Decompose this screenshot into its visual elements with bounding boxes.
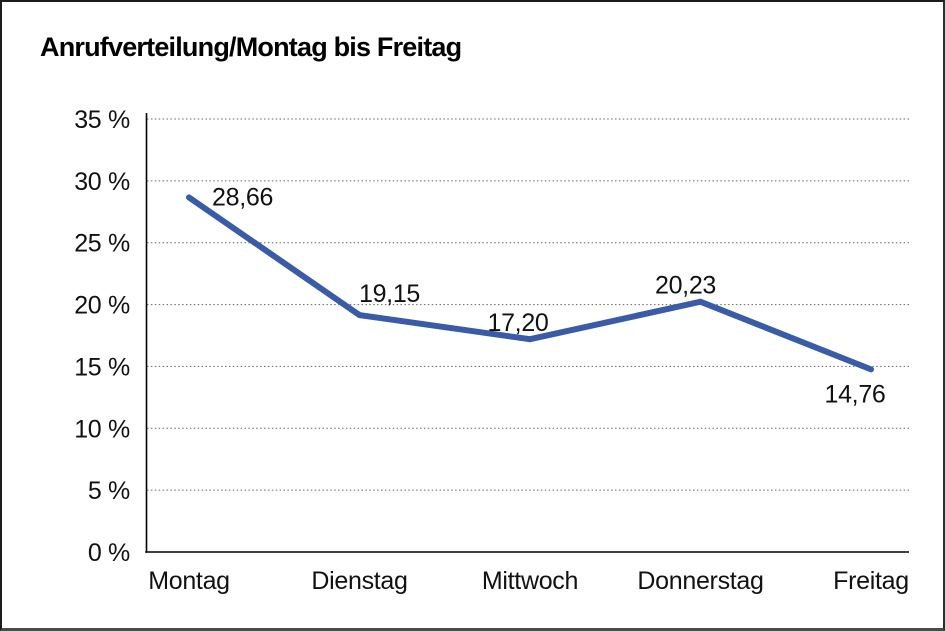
y-tick-label: 0 %: [88, 539, 130, 567]
y-tick-label: 35 %: [74, 106, 130, 134]
x-category-label: Dienstag: [311, 567, 407, 595]
y-tick-label: 15 %: [74, 353, 130, 381]
x-category-label: Mittwoch: [482, 567, 578, 595]
data-point-label: 28,66: [212, 183, 273, 211]
y-tick-label: 25 %: [74, 230, 130, 258]
chart-title: Anrufverteilung/Montag bis Freitag: [40, 32, 462, 62]
y-tick-label: 5 %: [88, 477, 130, 505]
x-category-label: Donnerstag: [637, 567, 763, 595]
y-tick-label: 20 %: [74, 292, 130, 320]
y-tick-label: 30 %: [74, 168, 130, 196]
x-category-label: Freitag: [833, 567, 909, 595]
data-point-label: 14,76: [824, 380, 885, 408]
y-tick-label: 10 %: [74, 415, 130, 443]
x-category-label: Montag: [148, 567, 230, 595]
data-line: [186, 194, 874, 373]
data-point-label: 20,23: [655, 272, 716, 300]
data-point-label: 19,15: [359, 280, 420, 308]
data-point-label: 17,20: [487, 309, 548, 337]
